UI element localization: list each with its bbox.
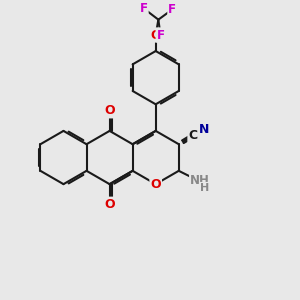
Text: N: N [199, 123, 209, 136]
Text: H: H [200, 183, 209, 193]
Text: O: O [150, 178, 161, 190]
Text: NH: NH [190, 174, 210, 187]
Text: F: F [140, 2, 148, 15]
Text: O: O [150, 28, 161, 42]
Text: C: C [188, 129, 197, 142]
Text: O: O [104, 104, 115, 117]
Text: F: F [157, 28, 164, 42]
Text: F: F [168, 3, 176, 16]
Text: O: O [104, 198, 115, 211]
